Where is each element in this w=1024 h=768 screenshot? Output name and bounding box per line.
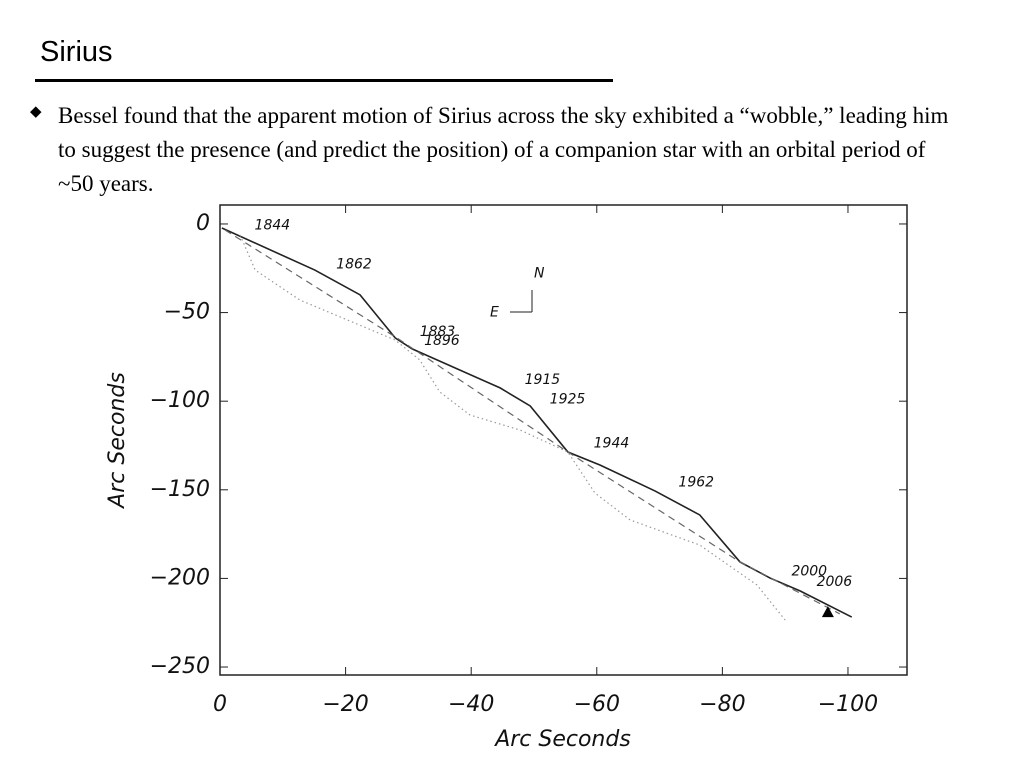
annotation: 1883	[420, 324, 456, 340]
annotation: 1915	[525, 372, 561, 388]
plot-frame	[219, 204, 908, 676]
y-tick-label: −50	[164, 300, 210, 325]
annotation: 1862	[336, 257, 372, 273]
annotation: N	[534, 266, 545, 282]
slide-title: Sirius	[40, 36, 113, 68]
annotation: E	[490, 305, 499, 321]
annotation: 1925	[550, 391, 586, 407]
annotation: 1896	[424, 333, 460, 349]
x-tick-label: −60	[574, 692, 620, 717]
annotation: 1944	[594, 436, 630, 452]
y-axis-label: Arc Seconds	[105, 372, 130, 510]
annotation: 2006	[817, 574, 853, 590]
bullet-icon: ◆	[30, 103, 42, 120]
annotation: 1962	[678, 475, 714, 491]
annotation: 1844	[255, 218, 291, 234]
x-tick-label: −80	[699, 692, 745, 717]
x-tick-label: −40	[448, 692, 494, 717]
x-axis-label: Arc Seconds	[493, 727, 631, 752]
annotation: 2000	[791, 563, 827, 579]
y-tick-label: −100	[150, 388, 210, 413]
bullet-text: Bessel found that the apparent motion of…	[58, 103, 949, 196]
title-rule	[35, 79, 613, 82]
series-line	[239, 234, 786, 621]
x-tick-label: −100	[818, 692, 878, 717]
end-marker	[821, 606, 834, 618]
y-tick-label: −250	[150, 654, 210, 679]
x-tick-label: 0	[213, 692, 227, 717]
series-line	[221, 227, 853, 618]
y-tick-label: −150	[150, 477, 210, 502]
y-tick-label: −200	[150, 565, 210, 590]
series-line	[224, 229, 841, 615]
y-tick-label: 0	[196, 211, 210, 236]
x-tick-label: −20	[322, 692, 368, 717]
